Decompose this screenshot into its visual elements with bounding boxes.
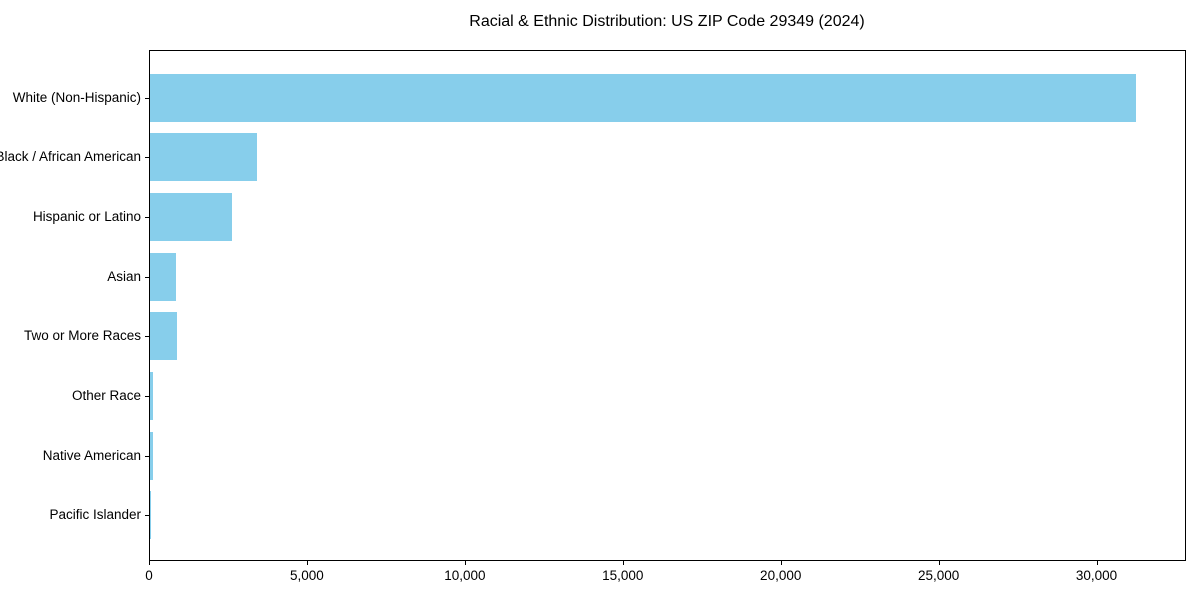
x-axis-tick: [622, 561, 624, 565]
x-axis-tick: [938, 561, 940, 565]
x-axis-tick-label: 30,000: [1075, 568, 1118, 583]
x-axis-tick: [464, 561, 466, 565]
bar-other-race: [150, 372, 153, 420]
y-axis-tick: [145, 396, 149, 397]
y-axis-tick: [145, 276, 149, 278]
bar-white-non-hispanic: [150, 73, 1136, 122]
bar-asian: [150, 252, 176, 301]
y-axis-category-label: Other Race: [71, 388, 141, 403]
bar-two-or-more-races: [150, 312, 177, 361]
y-axis-category-label: Two or More Races: [23, 328, 141, 344]
y-axis-category-label: Native American: [42, 447, 141, 463]
x-axis-tick-label: 0: [145, 568, 153, 583]
chart-title: Racial & Ethnic Distribution: US ZIP Cod…: [469, 13, 865, 30]
y-axis-category-label: Black / African American: [0, 149, 141, 165]
x-axis-tick-label: 10,000: [444, 568, 486, 583]
bar-black-african-american: [150, 133, 258, 182]
x-axis-tick-label: 25,000: [917, 568, 960, 583]
x-axis-tick-label: 5,000: [290, 568, 324, 583]
x-axis-tick: [780, 561, 782, 565]
y-axis-category-label: White (Non-Hispanic): [12, 89, 141, 105]
y-axis-category-label: Asian: [107, 268, 141, 284]
y-axis-category-label: Pacific Islander: [49, 507, 141, 523]
y-axis-tick: [145, 455, 149, 457]
x-axis-tick: [149, 561, 150, 565]
y-axis-tick: [145, 336, 149, 338]
y-axis-tick: [145, 97, 149, 99]
y-axis-tick: [145, 157, 149, 159]
y-axis-tick: [145, 216, 149, 218]
x-axis-tick-label: 15,000: [602, 568, 644, 583]
x-axis-tick-label: 20,000: [760, 568, 802, 583]
plot-area: [149, 50, 1186, 561]
y-axis-category-label: Hispanic or Latino: [32, 208, 141, 224]
bar-hispanic-or-latino: [150, 192, 233, 241]
x-axis-tick: [306, 561, 308, 565]
x-axis-tick: [1096, 561, 1098, 565]
bar-native-american: [150, 431, 153, 480]
y-axis-tick: [145, 515, 149, 517]
